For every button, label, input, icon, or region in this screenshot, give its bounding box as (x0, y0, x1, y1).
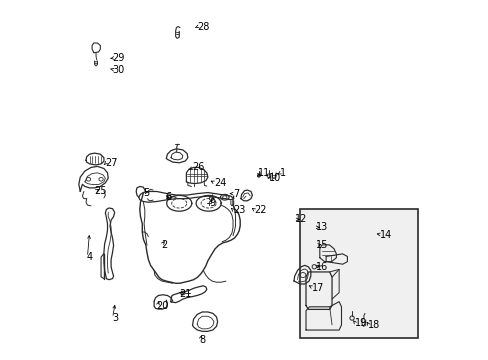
Text: 30: 30 (112, 64, 124, 75)
Ellipse shape (257, 174, 260, 177)
Text: 23: 23 (233, 206, 245, 216)
Text: 19: 19 (354, 319, 366, 328)
Text: 29: 29 (112, 53, 124, 63)
Text: 21: 21 (179, 289, 191, 299)
Text: 16: 16 (315, 262, 327, 272)
Bar (300, 209, 418, 338)
Text: 5: 5 (143, 188, 149, 198)
Text: 24: 24 (214, 178, 226, 188)
Text: 3: 3 (112, 313, 118, 323)
Text: 27: 27 (105, 158, 118, 168)
Text: 4: 4 (86, 252, 93, 262)
Text: 18: 18 (367, 320, 380, 330)
Text: 7: 7 (233, 189, 239, 199)
Text: 20: 20 (156, 301, 169, 311)
Text: 6: 6 (164, 192, 171, 202)
Text: 12: 12 (295, 215, 307, 224)
Text: 8: 8 (199, 334, 205, 345)
Text: 9: 9 (209, 198, 215, 208)
Text: 26: 26 (192, 162, 204, 172)
Text: 14: 14 (379, 230, 391, 239)
Text: 1: 1 (279, 168, 285, 178)
Text: 10: 10 (268, 173, 281, 183)
Text: 13: 13 (315, 222, 327, 232)
Text: 11: 11 (258, 168, 270, 178)
Text: 15: 15 (315, 240, 327, 250)
Text: 28: 28 (197, 22, 209, 32)
Text: 22: 22 (254, 206, 266, 216)
Text: 2: 2 (161, 239, 167, 249)
Text: 25: 25 (94, 186, 107, 197)
Text: 17: 17 (311, 283, 324, 293)
